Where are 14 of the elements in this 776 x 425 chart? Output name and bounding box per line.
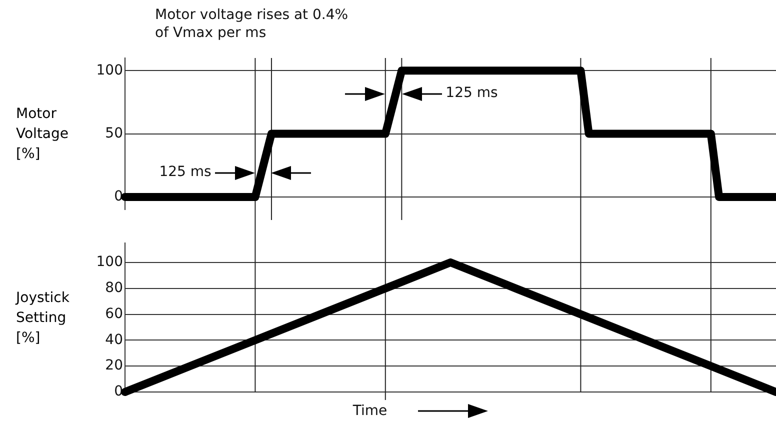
y-axis-title: Joystick Setting [%] [16,288,70,348]
y-tick-label: 20 [105,358,123,374]
y-tick-label: 50 [105,125,123,142]
x-axis-title: Time [352,402,388,420]
y-tick-label: 60 [105,306,123,322]
y-tick-label: 0 [114,188,123,205]
y-tick-label: 40 [105,332,123,348]
text: Motor voltage rises at 0.4% of Vmax per ms [155,6,350,42]
y-tick-label: 100 [96,62,123,78]
y-tick-label: 80 [105,280,123,296]
annotation: 125 ms [159,163,212,182]
y-axis-title: Motor Voltage [%] [16,104,70,164]
annotation: 125 ms [446,84,498,102]
y-tick-label: 100 [96,254,123,270]
